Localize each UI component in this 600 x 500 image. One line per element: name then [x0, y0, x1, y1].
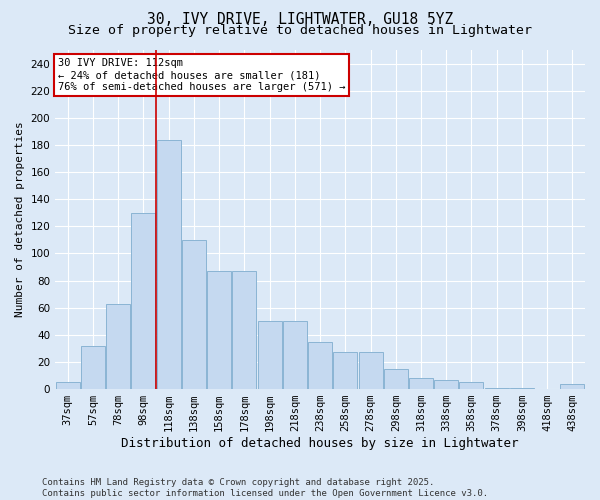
Bar: [334, 352, 357, 389]
Bar: [308, 342, 332, 389]
Bar: [384, 368, 408, 389]
Bar: [560, 384, 584, 389]
Bar: [434, 380, 458, 389]
Bar: [207, 271, 231, 389]
Text: 30, IVY DRIVE, LIGHTWATER, GU18 5YZ: 30, IVY DRIVE, LIGHTWATER, GU18 5YZ: [147, 12, 453, 28]
Bar: [510, 388, 534, 389]
Bar: [283, 322, 307, 389]
Bar: [409, 378, 433, 389]
X-axis label: Distribution of detached houses by size in Lightwater: Distribution of detached houses by size …: [121, 437, 519, 450]
Bar: [106, 304, 130, 389]
Bar: [232, 271, 256, 389]
Bar: [257, 322, 281, 389]
Bar: [56, 382, 80, 389]
Bar: [359, 352, 383, 389]
Bar: [157, 140, 181, 389]
Text: Size of property relative to detached houses in Lightwater: Size of property relative to detached ho…: [68, 24, 532, 37]
Text: 30 IVY DRIVE: 112sqm
← 24% of detached houses are smaller (181)
76% of semi-deta: 30 IVY DRIVE: 112sqm ← 24% of detached h…: [58, 58, 346, 92]
Text: Contains HM Land Registry data © Crown copyright and database right 2025.
Contai: Contains HM Land Registry data © Crown c…: [42, 478, 488, 498]
Y-axis label: Number of detached properties: Number of detached properties: [15, 122, 25, 318]
Bar: [131, 213, 155, 389]
Bar: [485, 388, 509, 389]
Bar: [81, 346, 105, 389]
Bar: [460, 382, 484, 389]
Bar: [182, 240, 206, 389]
